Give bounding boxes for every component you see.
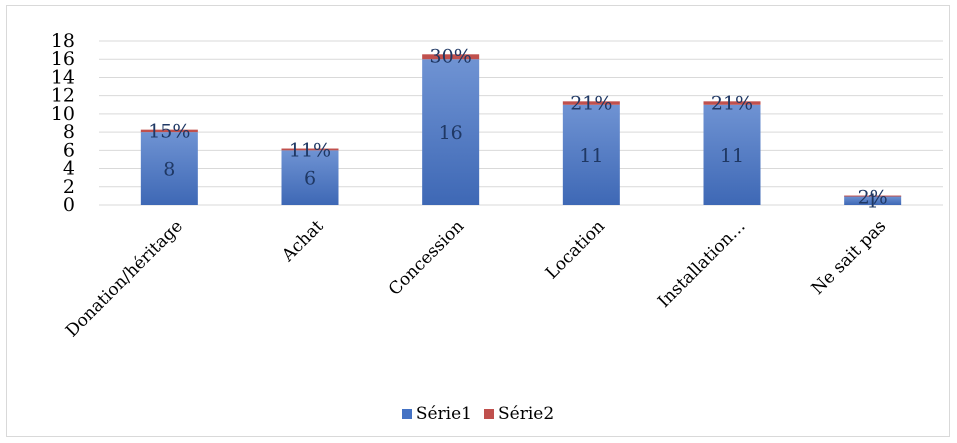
y-tick-label: 2 xyxy=(63,176,75,198)
x-category-label: Installation… xyxy=(654,216,749,311)
y-tick-label: 4 xyxy=(63,158,75,180)
bar-serie1 xyxy=(703,104,761,205)
data-label-serie1: 11 xyxy=(720,145,744,167)
data-label-serie2: 30% xyxy=(430,45,472,67)
legend-label: Série2 xyxy=(498,404,555,424)
y-tick-label: 6 xyxy=(63,139,75,161)
x-category-label: Location xyxy=(542,216,609,283)
x-axis-categories: Donation/héritage Achat Concession Location… xyxy=(62,216,890,341)
legend-label: Série1 xyxy=(415,404,472,424)
bar-serie2 xyxy=(562,101,620,105)
x-category-label: Ne sait pas xyxy=(808,216,890,298)
chart-frame: 0 2 4 6 8 10 12 14 16 18 8 15% 6 11% 16 30% 11 21% 11 21% 1… xyxy=(6,5,950,437)
bar-serie1 xyxy=(844,195,902,205)
y-tick-label: 0 xyxy=(63,194,75,216)
data-label-serie1: 16 xyxy=(439,122,463,144)
x-category-label: Concession xyxy=(385,216,468,299)
legend: Série1 Série2 xyxy=(7,404,949,424)
legend-item: Série1 xyxy=(401,404,472,424)
data-label-serie2: 11% xyxy=(289,140,331,162)
bar-serie2 xyxy=(281,148,339,151)
legend-swatch xyxy=(401,409,412,419)
data-label-serie1: 6 xyxy=(304,168,316,190)
x-category-label: Achat xyxy=(278,216,328,266)
bar-serie2 xyxy=(422,54,480,60)
bar-serie2 xyxy=(140,129,198,133)
y-tick-label: 10 xyxy=(51,103,75,125)
data-label-serie1: 11 xyxy=(579,145,603,167)
data-labels: 8 15% 6 11% 16 30% 11 21% 11 21% 12% xyxy=(148,45,888,212)
bar-serie1 xyxy=(281,150,339,205)
gridlines xyxy=(99,40,943,206)
bar-serie1 xyxy=(562,104,620,205)
bar-serie1 xyxy=(422,59,480,205)
y-tick-label: 8 xyxy=(63,121,75,143)
legend-item: Série2 xyxy=(484,404,554,424)
x-category-label: Donation/héritage xyxy=(62,216,187,341)
y-tick-label: 12 xyxy=(51,85,75,107)
y-tick-label: 18 xyxy=(51,30,75,52)
data-label-serie1: 8 xyxy=(163,159,175,181)
y-tick-label: 16 xyxy=(51,48,75,70)
data-label-serie1: 1 xyxy=(867,190,879,212)
bar-serie2 xyxy=(844,195,902,197)
bars xyxy=(140,54,902,205)
data-label-serie2: 15% xyxy=(148,121,190,143)
bar-serie1 xyxy=(140,132,198,205)
y-tick-label: 14 xyxy=(51,66,75,88)
bar-serie2 xyxy=(703,101,761,105)
legend-swatch xyxy=(484,409,494,419)
data-label-serie2: 2% xyxy=(858,187,888,209)
data-label-serie2: 21% xyxy=(711,92,753,114)
data-label-serie2: 21% xyxy=(570,92,612,114)
